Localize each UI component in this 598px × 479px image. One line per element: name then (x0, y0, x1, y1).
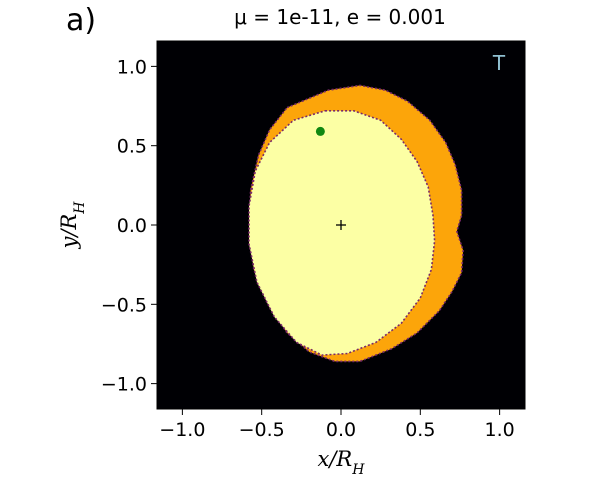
y-axis-label: y/RH (57, 201, 88, 250)
y-tick-label: −0.5 (101, 294, 147, 316)
x-tick-label: −0.5 (239, 419, 285, 441)
panel-label: a) (66, 3, 96, 38)
regions-layer (248, 84, 464, 363)
y-tick-label: 0.5 (117, 136, 147, 158)
x-tick-label: 1.0 (485, 419, 515, 441)
center-marker (336, 220, 346, 230)
markers-layer (315, 126, 346, 230)
x-tick-label: −1.0 (159, 419, 205, 441)
y-tick-label: 0.0 (117, 215, 147, 237)
x-axis-label: x/RH (318, 447, 366, 478)
y-axis: −1.0 −0.5 0.0 0.5 1.0 (101, 56, 157, 396)
x-axis: −1.0 −0.5 0.0 0.5 1.0 (159, 409, 515, 441)
planet-marker (315, 126, 325, 136)
chart-title: μ = 1e-11, e = 0.001 (234, 5, 446, 29)
y-tick-label: −1.0 (101, 374, 147, 396)
x-tick-label: 0.0 (326, 419, 356, 441)
corner-label: T (492, 51, 506, 75)
plot-area: T (156, 40, 526, 410)
inner-region (248, 110, 436, 356)
y-tick-label: 1.0 (117, 56, 147, 78)
x-tick-label: 0.5 (405, 419, 435, 441)
